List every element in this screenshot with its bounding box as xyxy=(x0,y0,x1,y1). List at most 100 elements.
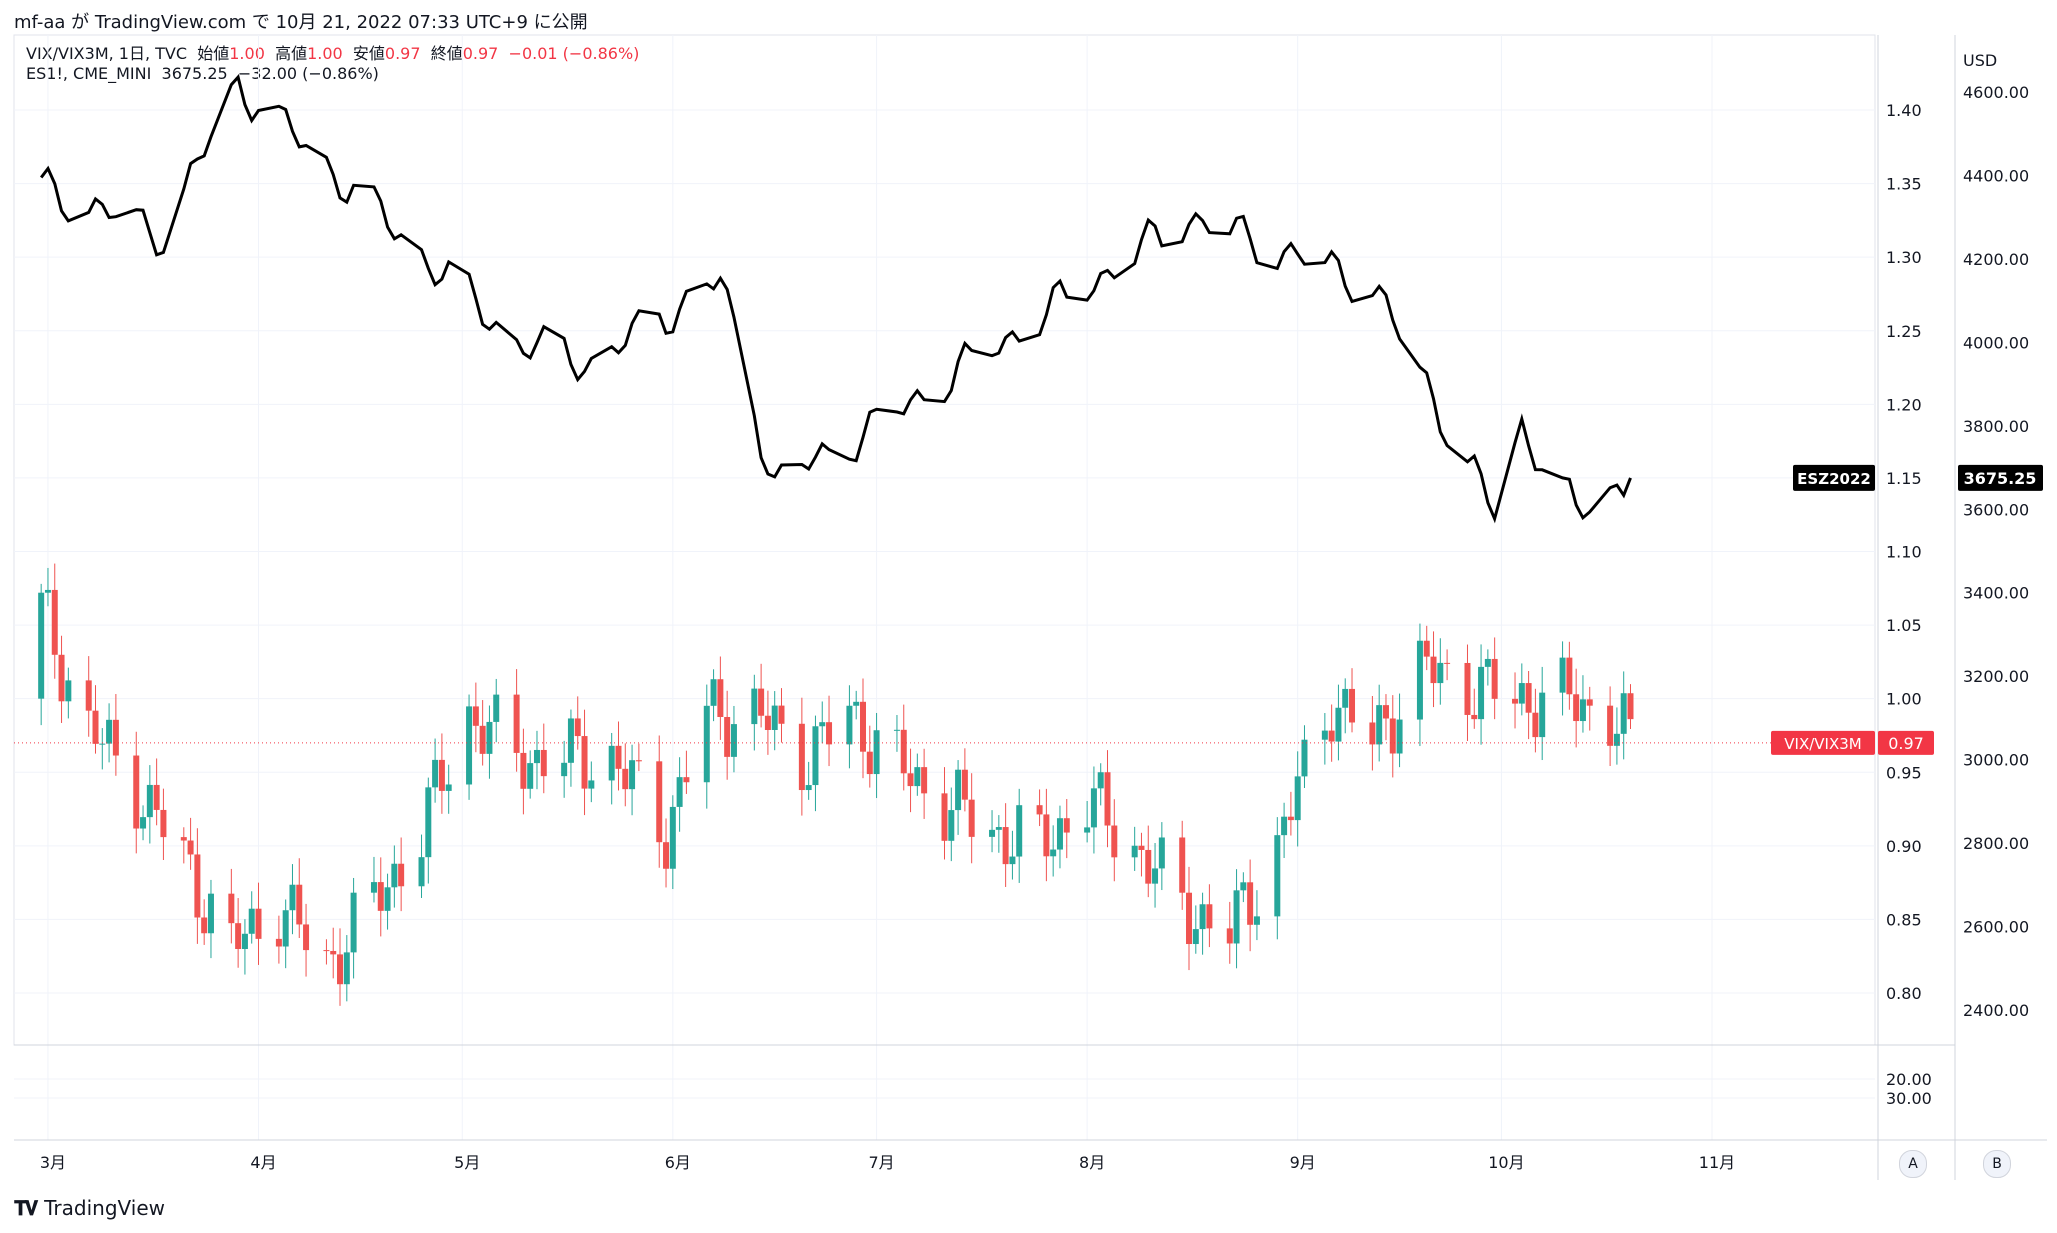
currency-label: USD xyxy=(1963,51,1997,70)
candle-body xyxy=(1240,882,1247,891)
candle-body xyxy=(1518,683,1525,704)
candle-body xyxy=(493,694,500,722)
es-line-series xyxy=(40,73,1632,524)
candle-body xyxy=(1104,772,1111,826)
es-symbol-label: ESZ2022 xyxy=(1797,470,1871,488)
candle-body xyxy=(438,759,445,791)
footer: 𝐓𝐕 TradingView xyxy=(14,1196,165,1220)
candle-body xyxy=(282,910,289,947)
candle-body xyxy=(1430,656,1437,684)
price-chart[interactable]: 1.40 1.35 1.30 1.25 1.20 1.15 1.10 1.05 1.00 0.95… xyxy=(0,0,2057,1190)
candle-body xyxy=(1627,693,1634,720)
candle-body xyxy=(1063,818,1070,833)
candle-body xyxy=(160,809,167,838)
usd-tick-label: 2800.00 xyxy=(1963,834,2029,853)
month-label: 4月 xyxy=(250,1153,276,1172)
candle-body xyxy=(629,760,636,790)
candle-body xyxy=(296,884,303,925)
candle-body xyxy=(1084,827,1091,833)
candle-body xyxy=(1376,705,1383,745)
open-label: 始値 xyxy=(197,44,230,63)
candle-body xyxy=(1253,916,1260,925)
month-label: 11月 xyxy=(1699,1153,1735,1172)
vix-symbol-label: VIX/VIX3M xyxy=(1784,735,1861,753)
publish-info: mf-aa が TradingView.com で 10月 21, 2022 0… xyxy=(14,12,588,33)
candle-body xyxy=(207,893,214,934)
candle-body xyxy=(1416,640,1423,720)
candle-body xyxy=(1002,827,1009,865)
candle-body xyxy=(1444,662,1451,664)
candle-body xyxy=(1009,856,1016,865)
candle-body xyxy=(853,701,860,706)
candle-body xyxy=(961,769,968,800)
candle-body xyxy=(1525,683,1532,713)
candle-body xyxy=(513,694,520,753)
vix-symbol-tag xyxy=(1771,730,1875,755)
candle-body xyxy=(676,777,683,807)
ratio-tick-label: 0.85 xyxy=(1886,910,1922,929)
candle-body xyxy=(38,592,45,699)
low-value: 0.97 xyxy=(384,44,421,63)
candle-body xyxy=(1186,892,1193,945)
candle-body xyxy=(717,679,724,717)
candle-body xyxy=(1532,712,1539,738)
candle-body xyxy=(1566,657,1573,695)
candle-body xyxy=(398,863,405,887)
candle-body xyxy=(778,705,785,724)
log-scale-button[interactable]: B xyxy=(1983,1150,2011,1178)
overlay-value: 3675.25 xyxy=(161,64,228,83)
ratio-tick-label: 1.05 xyxy=(1886,616,1922,635)
footer-brand: TradingView xyxy=(44,1196,165,1220)
auto-scale-button[interactable]: A xyxy=(1899,1150,1927,1178)
main-symbol: VIX/VIX3M, 1日, TVC xyxy=(26,44,188,63)
candle-body xyxy=(873,730,880,775)
candle-body xyxy=(194,854,201,918)
candle-body xyxy=(914,767,921,787)
lower-tick-label: 30.00 xyxy=(1886,1089,1932,1108)
month-label: 9月 xyxy=(1290,1153,1316,1172)
candle-body xyxy=(486,721,493,754)
main-series-legend[interactable]: VIX/VIX3M, 1日, TVC 始値1.00 高値1.00 安値0.97 … xyxy=(26,40,639,64)
candle-body xyxy=(248,908,255,934)
candle-body xyxy=(1321,730,1328,740)
candle-body xyxy=(289,884,296,911)
candle-body xyxy=(1464,662,1471,715)
candle-body xyxy=(1573,694,1580,722)
ratio-tick-label: 1.40 xyxy=(1886,101,1922,120)
candle-body xyxy=(180,837,187,841)
candle-body xyxy=(1158,837,1165,869)
candle-body xyxy=(255,908,262,939)
usd-tick-label: 3000.00 xyxy=(1963,751,2029,770)
ratio-tick-label: 0.80 xyxy=(1886,984,1922,1003)
candle-body xyxy=(51,589,58,655)
candle-body xyxy=(730,724,737,757)
candle-body xyxy=(1586,699,1593,706)
candle-body xyxy=(1579,699,1586,722)
candle-body xyxy=(724,716,731,757)
es-price-label: 3675.25 xyxy=(1964,469,2037,488)
candle-body xyxy=(1389,718,1396,754)
candle-body xyxy=(1539,692,1546,738)
candle-body xyxy=(561,762,568,777)
candle-body xyxy=(466,706,473,785)
candle-body xyxy=(1328,730,1335,742)
tradingview-logo-icon: 𝐓𝐕 xyxy=(14,1196,38,1220)
month-label: 10月 xyxy=(1488,1153,1524,1172)
high-value: 1.00 xyxy=(307,44,343,63)
candle-body xyxy=(574,718,581,737)
candle-body xyxy=(425,787,432,858)
candle-body xyxy=(1471,714,1478,720)
overlay-series-legend[interactable]: ES1!, CME_MINI 3675.25 −32.00 (−0.86%) xyxy=(26,64,379,83)
candle-body xyxy=(1281,816,1288,836)
candle-body xyxy=(228,893,235,924)
candle-body xyxy=(146,784,153,818)
ratio-tick-label: 0.95 xyxy=(1886,763,1922,782)
candle-body xyxy=(819,722,826,727)
candle-body xyxy=(350,892,357,953)
candle-body xyxy=(153,784,160,810)
candle-body xyxy=(859,701,866,752)
overlay-change: −32.00 (−0.86%) xyxy=(237,64,379,83)
candle-body xyxy=(866,751,873,775)
candle-body xyxy=(1559,657,1566,693)
candle-body xyxy=(44,589,51,593)
